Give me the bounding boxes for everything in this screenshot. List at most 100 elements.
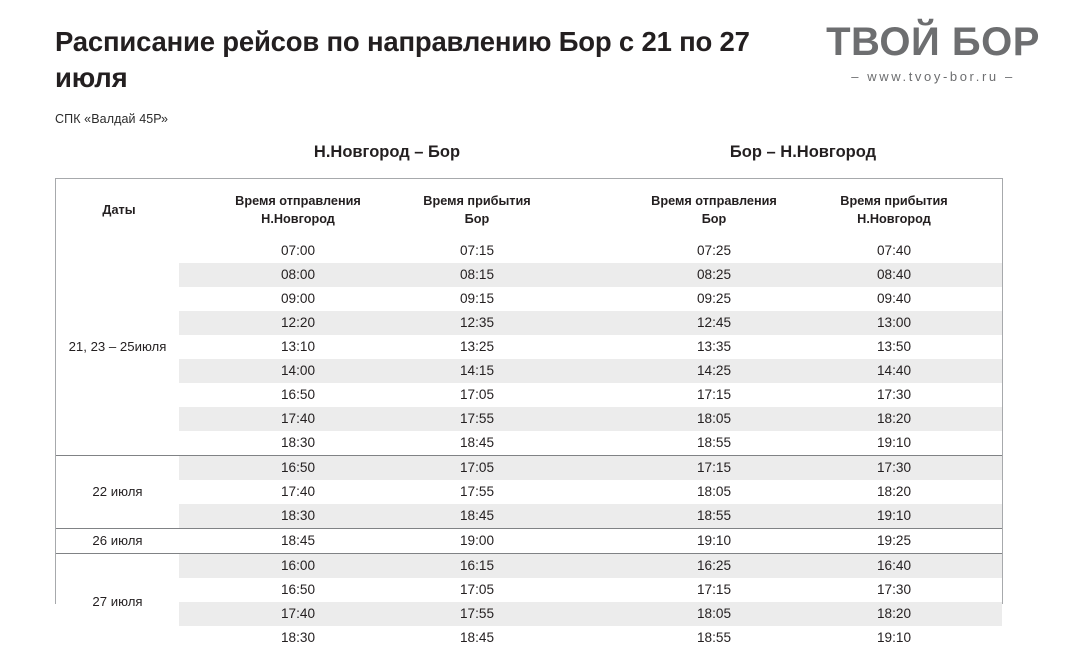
cell-departure-bor: 09:25 bbox=[696, 291, 732, 306]
cell-arrival-bor: 09:15 bbox=[459, 291, 495, 306]
cell-arrival-nn: 17:30 bbox=[876, 582, 912, 597]
logo-brand-text: ТВОЙ БОР bbox=[826, 20, 1040, 64]
cell-departure-nn: 16:50 bbox=[280, 582, 316, 597]
cell-departure-bor: 16:25 bbox=[696, 558, 732, 573]
cell-departure-nn: 13:10 bbox=[280, 339, 316, 354]
date-group-inner: 21, 23 – 25 июля 07:00 07:15 07:25 07:40 08:00… bbox=[56, 239, 1002, 455]
cell-arrival-bor: 18:45 bbox=[459, 630, 495, 645]
cell-arrival-bor: 18:45 bbox=[459, 508, 495, 523]
date-group-inner: 26 июля 18:45 19:00 19:10 19:25 bbox=[56, 529, 1002, 553]
cell-arrival-nn: 19:10 bbox=[876, 508, 912, 523]
column-header-line1: Время прибытия bbox=[840, 194, 948, 208]
cell-arrival-bor: 07:15 bbox=[459, 243, 495, 258]
column-header-line2: Бор bbox=[464, 211, 490, 226]
cell-arrival-bor: 17:55 bbox=[459, 411, 495, 426]
column-header-departure-bor: Время отправления Бор bbox=[651, 193, 777, 228]
column-header-arrival-bor: Время прибытия Бор bbox=[423, 193, 530, 228]
table-row: 18:45 19:00 19:10 19:25 bbox=[179, 529, 1002, 553]
cell-departure-nn: 16:00 bbox=[280, 558, 316, 573]
cell-arrival-nn: 09:40 bbox=[876, 291, 912, 306]
cell-departure-bor: 08:25 bbox=[696, 267, 732, 282]
column-header-arrival-nn: Время прибытия Н.Новгород bbox=[840, 193, 947, 228]
table-row: 16:00 16:15 16:25 16:40 bbox=[179, 554, 1002, 578]
column-header-line2: Бор bbox=[701, 211, 727, 226]
date-cell: 26 июля bbox=[56, 529, 179, 553]
cell-departure-bor: 12:45 bbox=[696, 315, 732, 330]
cell-departure-nn: 08:00 bbox=[280, 267, 316, 282]
cell-departure-nn: 16:50 bbox=[280, 460, 316, 475]
column-header-line2: Н.Новгород bbox=[857, 211, 931, 226]
date-cell-line2: июля bbox=[134, 339, 167, 355]
time-rows: 18:45 19:00 19:10 19:25 bbox=[179, 529, 1002, 553]
table-row: 18:30 18:45 18:55 19:10 bbox=[179, 504, 1002, 528]
table-row: 17:40 17:55 18:05 18:20 bbox=[179, 602, 1002, 626]
cell-departure-bor: 17:15 bbox=[696, 460, 732, 475]
cell-departure-bor: 18:05 bbox=[696, 411, 732, 426]
cell-departure-nn: 16:50 bbox=[280, 387, 316, 402]
cell-arrival-bor: 17:05 bbox=[459, 387, 495, 402]
logo-website-url: – www.tvoy-bor.ru – bbox=[851, 69, 1015, 84]
time-rows: 16:00 16:15 16:25 16:40 16:50 17:05 17:15 17:30… bbox=[179, 554, 1002, 650]
table-row: 13:10 13:25 13:35 13:50 bbox=[179, 335, 1002, 359]
cell-departure-nn: 09:00 bbox=[280, 291, 316, 306]
column-header-dates: Даты bbox=[102, 203, 136, 217]
cell-departure-nn: 17:40 bbox=[280, 411, 316, 426]
time-rows: 16:50 17:05 17:15 17:30 17:40 17:55 18:05 18:20… bbox=[179, 456, 1002, 528]
cell-arrival-nn: 18:20 bbox=[876, 411, 912, 426]
cell-departure-bor: 13:35 bbox=[696, 339, 732, 354]
cell-departure-bor: 18:05 bbox=[696, 606, 732, 621]
cell-arrival-bor: 17:55 bbox=[459, 484, 495, 499]
page-header: Расписание рейсов по направлению Бор с 2… bbox=[0, 0, 1080, 140]
cell-arrival-nn: 14:40 bbox=[876, 363, 912, 378]
cell-arrival-nn: 19:10 bbox=[876, 630, 912, 645]
column-header-line1: Время прибытия bbox=[423, 194, 531, 208]
date-cell: 21, 23 – 25 июля bbox=[56, 239, 179, 455]
cell-arrival-bor: 17:05 bbox=[459, 582, 495, 597]
cell-departure-bor: 14:25 bbox=[696, 363, 732, 378]
cell-departure-bor: 18:55 bbox=[696, 435, 732, 450]
cell-departure-nn: 07:00 bbox=[280, 243, 316, 258]
date-group: 27 июля 16:00 16:15 16:25 16:40 16:50 17:05 17:… bbox=[56, 553, 1002, 650]
cell-departure-nn: 18:30 bbox=[280, 630, 316, 645]
cell-departure-bor: 18:05 bbox=[696, 484, 732, 499]
cell-departure-bor: 07:25 bbox=[696, 243, 732, 258]
site-logo[interactable]: ТВОЙ БОР – www.tvoy-bor.ru – bbox=[808, 22, 1058, 84]
table-row: 14:00 14:15 14:25 14:40 bbox=[179, 359, 1002, 383]
date-group: 21, 23 – 25 июля 07:00 07:15 07:25 07:40 08:00… bbox=[56, 239, 1002, 455]
date-cell-line1: 27 июля bbox=[92, 594, 143, 610]
table-row: 16:50 17:05 17:15 17:30 bbox=[179, 383, 1002, 407]
cell-departure-nn: 17:40 bbox=[280, 606, 316, 621]
cell-departure-bor: 18:55 bbox=[696, 630, 732, 645]
cell-arrival-nn: 07:40 bbox=[876, 243, 912, 258]
table-header-row: Даты Время отправления Н.Новгород Время … bbox=[56, 179, 1002, 239]
cell-arrival-bor: 19:00 bbox=[459, 533, 495, 548]
cell-departure-nn: 14:00 bbox=[280, 363, 316, 378]
cell-departure-nn: 12:20 bbox=[280, 315, 316, 330]
direction-headings: Н.Новгород – Бор Бор – Н.Новгород bbox=[0, 143, 1080, 169]
cell-departure-bor: 17:15 bbox=[696, 582, 732, 597]
table-row: 07:00 07:15 07:25 07:40 bbox=[179, 239, 1002, 263]
table-body: 21, 23 – 25 июля 07:00 07:15 07:25 07:40 08:00… bbox=[56, 239, 1002, 650]
date-cell-line1: 22 июля bbox=[92, 484, 143, 500]
schedule-table: Даты Время отправления Н.Новгород Время … bbox=[55, 178, 1003, 650]
table-row: 18:30 18:45 18:55 19:10 bbox=[179, 431, 1002, 455]
vessel-subtitle: СПК «Валдай 45Р» bbox=[55, 112, 169, 126]
cell-arrival-bor: 16:15 bbox=[459, 558, 495, 573]
table-row: 16:50 17:05 17:15 17:30 bbox=[179, 578, 1002, 602]
cell-arrival-nn: 13:50 bbox=[876, 339, 912, 354]
column-header-line1: Время отправления bbox=[235, 194, 361, 208]
column-header-departure-nn: Время отправления Н.Новгород bbox=[235, 193, 361, 228]
table-row: 09:00 09:15 09:25 09:40 bbox=[179, 287, 1002, 311]
cell-arrival-bor: 13:25 bbox=[459, 339, 495, 354]
time-rows: 07:00 07:15 07:25 07:40 08:00 08:15 08:25 08:40… bbox=[179, 239, 1002, 455]
cell-departure-nn: 17:40 bbox=[280, 484, 316, 499]
cell-arrival-bor: 17:55 bbox=[459, 606, 495, 621]
cell-departure-nn: 18:30 bbox=[280, 508, 316, 523]
date-group: 22 июля 16:50 17:05 17:15 17:30 17:40 17:55 18:… bbox=[56, 455, 1002, 528]
table-row: 18:30 18:45 18:55 19:10 bbox=[179, 626, 1002, 650]
table-row: 17:40 17:55 18:05 18:20 bbox=[179, 480, 1002, 504]
cell-departure-nn: 18:30 bbox=[280, 435, 316, 450]
cell-arrival-nn: 08:40 bbox=[876, 267, 912, 282]
cell-arrival-bor: 08:15 bbox=[459, 267, 495, 282]
cell-departure-bor: 17:15 bbox=[696, 387, 732, 402]
